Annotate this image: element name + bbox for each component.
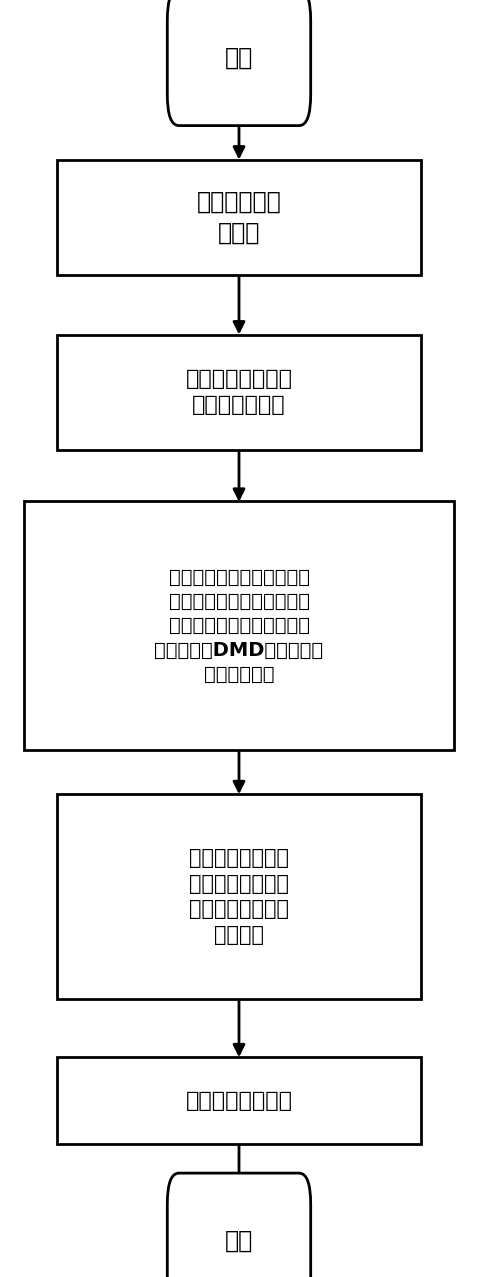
Text: 结束: 结束 [225, 1230, 253, 1253]
Text: 开始: 开始 [225, 46, 253, 69]
Text: 对待测物体进行投
影并使用特定方式
求最高频率条纹的
绝对相位: 对待测物体进行投 影并使用特定方式 求最高频率条纹的 绝对相位 [189, 848, 289, 945]
Bar [57, 794, 421, 999]
FancyBboxPatch shape [167, 0, 311, 125]
Text: 进行三维重建测量: 进行三维重建测量 [185, 1091, 293, 1111]
Text: 生成多频编码
条纹图: 生成多频编码 条纹图 [196, 190, 282, 244]
Text: 水平、竖直方向投影编码条
纹图并使用特定方式求最高
频率条纹的绝对相位，获取
标志点圆心DMD图像坐标进
行投影仪标定: 水平、竖直方向投影编码条 纹图并使用特定方式求最高 频率条纹的绝对相位，获取 标… [154, 568, 324, 683]
Text: 使用圆形阵列标定
板进行相机标定: 使用圆形阵列标定 板进行相机标定 [185, 369, 293, 415]
Bar [57, 335, 421, 450]
Bar [57, 1057, 421, 1144]
FancyBboxPatch shape [167, 1174, 311, 1277]
Bar [57, 160, 421, 275]
Bar [24, 502, 454, 751]
